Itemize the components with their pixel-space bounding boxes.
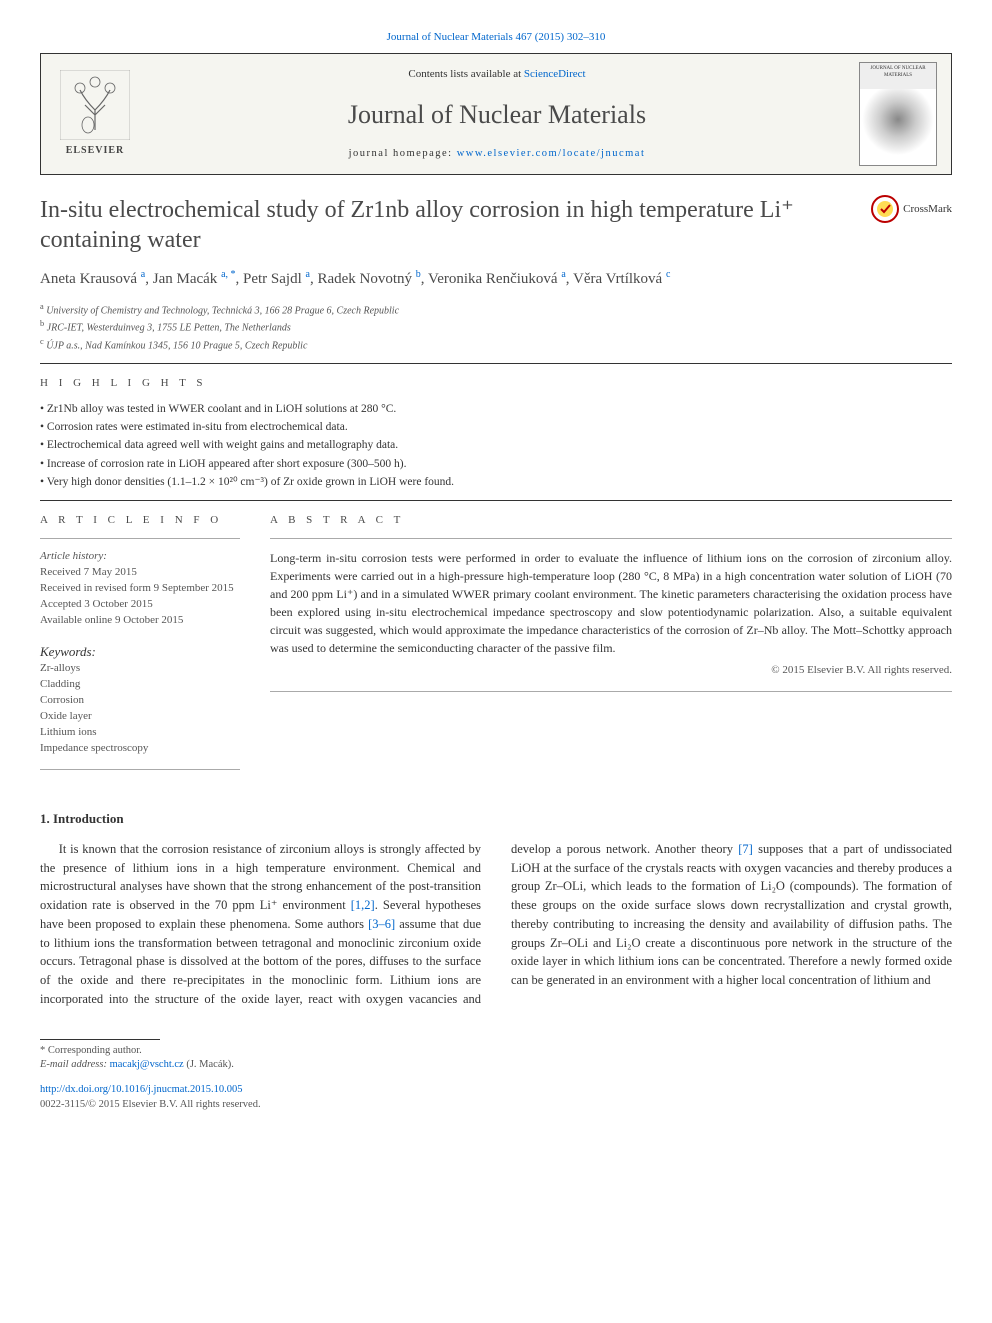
- article-info-label: A R T I C L E I N F O: [40, 513, 240, 528]
- article-history: Article history: Received 7 May 2015Rece…: [40, 549, 240, 629]
- keyword: Lithium ions: [40, 725, 240, 741]
- keyword: Impedance spectroscopy: [40, 741, 240, 757]
- intro-text: supposes that a part of undissociated Li…: [511, 842, 952, 987]
- abstract-text: Long-term in-situ corrosion tests were p…: [270, 549, 952, 657]
- history-list: Received 7 May 2015Received in revised f…: [40, 565, 240, 629]
- highlight-item: Electrochemical data agreed well with we…: [40, 437, 952, 453]
- highlights-list: Zr1Nb alloy was tested in WWER coolant a…: [40, 401, 952, 489]
- highlight-item: Increase of corrosion rate in LiOH appea…: [40, 456, 952, 472]
- history-item: Received in revised form 9 September 201…: [40, 581, 240, 597]
- author-list: Aneta Krausová a, Jan Macák a, *, Petr S…: [40, 267, 952, 291]
- highlights: Zr1Nb alloy was tested in WWER coolant a…: [40, 401, 952, 489]
- affiliation: b JRC-IET, Westerduinveg 3, 1755 LE Pett…: [40, 318, 952, 335]
- ref-link-1-2[interactable]: [1,2]: [351, 898, 375, 912]
- abstract-label: A B S T R A C T: [270, 513, 952, 528]
- publisher-logo: ELSEVIER: [55, 64, 135, 164]
- history-item: Received 7 May 2015: [40, 565, 240, 581]
- crossmark-icon: [871, 195, 899, 223]
- keyword: Zr-alloys: [40, 661, 240, 677]
- homepage-prefix: journal homepage:: [349, 148, 457, 159]
- divider-light: [40, 769, 240, 770]
- header-center: Contents lists available at ScienceDirec…: [135, 67, 859, 161]
- article-info-column: A R T I C L E I N F O Article history: R…: [40, 513, 240, 780]
- divider: [40, 500, 952, 501]
- author-email-link[interactable]: macakj@vscht.cz: [110, 1059, 184, 1070]
- highlight-item: Very high donor densities (1.1–1.2 × 10²…: [40, 474, 952, 490]
- keywords-list: Zr-alloysCladdingCorrosionOxide layerLit…: [40, 661, 240, 757]
- abstract-column: A B S T R A C T Long-term in-situ corros…: [270, 513, 952, 780]
- cover-image: [860, 89, 936, 165]
- highlights-label: H I G H L I G H T S: [40, 376, 952, 391]
- divider: [40, 363, 952, 364]
- crossmark-label: CrossMark: [903, 202, 952, 217]
- history-item: Accepted 3 October 2015: [40, 597, 240, 613]
- homepage-link[interactable]: www.elsevier.com/locate/jnucmat: [457, 148, 646, 159]
- publisher-logo-text: ELSEVIER: [66, 144, 125, 158]
- title-row: In-situ electrochemical study of Zr1nb a…: [40, 195, 952, 255]
- email-label: E-mail address:: [40, 1059, 110, 1070]
- history-label: Article history:: [40, 549, 240, 565]
- issn-copyright: 0022-3115/© 2015 Elsevier B.V. All right…: [40, 1098, 952, 1113]
- keyword: Corrosion: [40, 693, 240, 709]
- elsevier-tree-icon: [60, 70, 130, 140]
- intro-paragraph: It is known that the corrosion resistanc…: [40, 840, 952, 1009]
- crossmark-badge[interactable]: CrossMark: [871, 195, 952, 223]
- journal-header: ELSEVIER Contents lists available at Sci…: [40, 53, 952, 175]
- cover-label: JOURNAL OF NUCLEAR MATERIALS: [860, 63, 936, 89]
- ref-link-3-6[interactable]: [3–6]: [368, 917, 395, 931]
- highlight-item: Zr1Nb alloy was tested in WWER coolant a…: [40, 401, 952, 417]
- footer-rule: [40, 1039, 160, 1040]
- divider-light: [40, 538, 240, 539]
- affiliations: a University of Chemistry and Technology…: [40, 301, 952, 353]
- corresponding-author: * Corresponding author.: [40, 1044, 952, 1059]
- keyword: Oxide layer: [40, 709, 240, 725]
- journal-name: Journal of Nuclear Materials: [135, 97, 859, 133]
- history-item: Available online 9 October 2015: [40, 613, 240, 629]
- body-columns: It is known that the corrosion resistanc…: [40, 840, 952, 1009]
- email-line: E-mail address: macakj@vscht.cz (J. Macá…: [40, 1058, 952, 1073]
- highlight-item: Corrosion rates were estimated in-situ f…: [40, 419, 952, 435]
- article-title: In-situ electrochemical study of Zr1nb a…: [40, 195, 871, 255]
- keyword: Cladding: [40, 677, 240, 693]
- doi-link[interactable]: http://dx.doi.org/10.1016/j.jnucmat.2015…: [40, 1084, 243, 1095]
- journal-cover-thumbnail: JOURNAL OF NUCLEAR MATERIALS: [859, 62, 937, 166]
- email-suffix: (J. Macák).: [184, 1059, 234, 1070]
- sciencedirect-link[interactable]: ScienceDirect: [524, 68, 586, 80]
- citation-header: Journal of Nuclear Materials 467 (2015) …: [40, 30, 952, 45]
- intro-heading: 1. Introduction: [40, 810, 952, 828]
- contents-line: Contents lists available at ScienceDirec…: [135, 67, 859, 82]
- doi-line: http://dx.doi.org/10.1016/j.jnucmat.2015…: [40, 1083, 952, 1098]
- homepage-line: journal homepage: www.elsevier.com/locat…: [135, 147, 859, 162]
- contents-prefix: Contents lists available at: [408, 68, 523, 80]
- info-abstract-row: A R T I C L E I N F O Article history: R…: [40, 513, 952, 780]
- divider-light: [270, 538, 952, 539]
- affiliation: c ÚJP a.s., Nad Kamínkou 1345, 156 10 Pr…: [40, 336, 952, 353]
- page-footer: * Corresponding author. E-mail address: …: [40, 1039, 952, 1113]
- affiliation: a University of Chemistry and Technology…: [40, 301, 952, 318]
- keywords-label: Keywords:: [40, 643, 240, 661]
- citation-link[interactable]: Journal of Nuclear Materials 467 (2015) …: [387, 31, 606, 43]
- divider-light: [270, 691, 952, 692]
- abstract-copyright: © 2015 Elsevier B.V. All rights reserved…: [270, 663, 952, 678]
- ref-link-7[interactable]: [7]: [738, 842, 753, 856]
